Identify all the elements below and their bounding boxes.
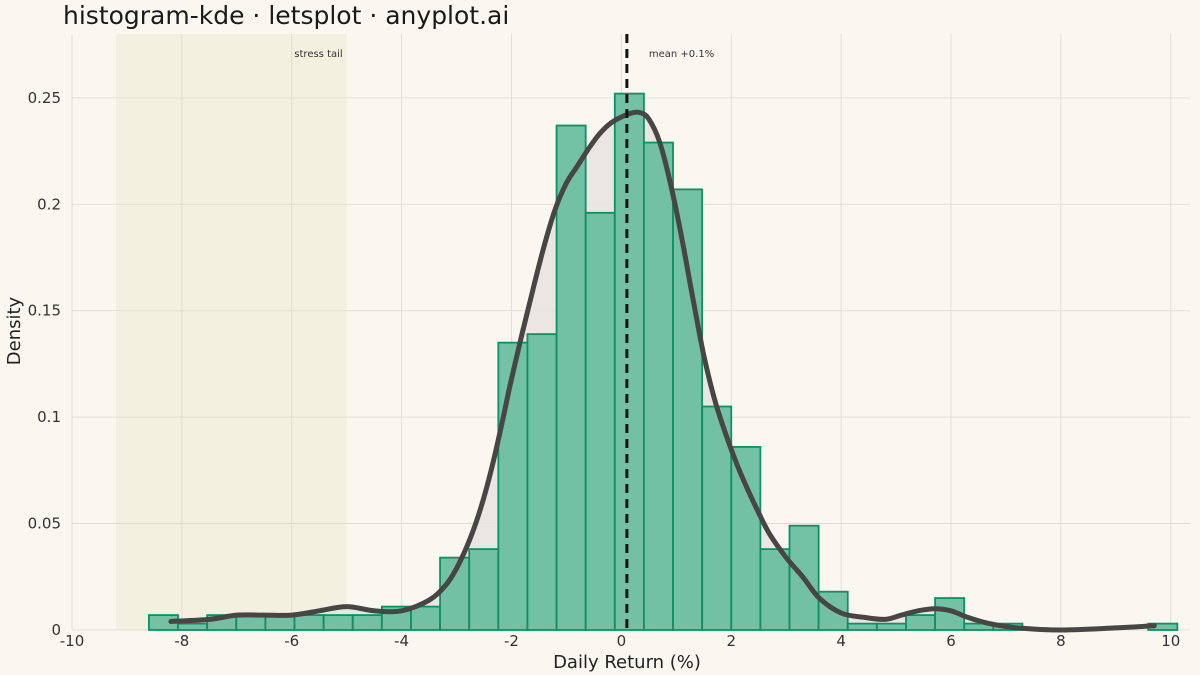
histogram-bar	[759, 548, 791, 631]
y-tick-label: 0.1	[37, 408, 61, 426]
histogram-bar	[846, 622, 878, 631]
x-tick-label: -8	[174, 632, 189, 650]
histogram-bar	[817, 590, 849, 631]
x-tick-label: 4	[836, 632, 846, 650]
histogram-bar	[322, 614, 354, 631]
histogram-bars	[148, 92, 1179, 631]
tick-labels: -10 -8 -6 -4 -2 0 2 4 6 8 10 0 0.05 0.1 0.15 0.2 0.25	[28, 89, 1181, 650]
histogram-bar	[875, 622, 907, 631]
mean-line-layer: mean +0.1%	[625, 34, 714, 630]
histogram-bar	[643, 141, 674, 631]
histogram-bar	[555, 124, 587, 631]
histogram-bar	[351, 614, 383, 631]
histogram-bar	[905, 614, 936, 631]
histogram-bar	[613, 92, 645, 631]
x-tick-label: -4	[394, 632, 409, 650]
kde-curve	[168, 109, 1157, 633]
histogram-bar	[584, 211, 616, 631]
chart-title: histogram-kde · letsplot · anyplot.ai	[63, 1, 509, 30]
x-axis-title: Daily Return (%)	[553, 652, 701, 673]
histogram-bar	[468, 548, 500, 631]
stress-tail-label: stress tail	[294, 49, 342, 60]
histogram-bar	[526, 333, 558, 631]
x-tick-label: 8	[1056, 632, 1066, 650]
x-tick-label: 6	[946, 632, 956, 650]
stress-tail-region	[115, 34, 347, 630]
x-tick-label: -2	[504, 632, 519, 650]
histogram-bar	[672, 188, 704, 631]
y-axis-title: Density	[4, 296, 25, 365]
x-tick-label: 2	[726, 632, 736, 650]
x-tick-label: 0	[617, 632, 627, 650]
x-tick-label: 10	[1161, 632, 1180, 650]
mean-label: mean +0.1%	[649, 49, 714, 60]
histogram-bar	[730, 446, 762, 631]
x-tick-label: -6	[284, 632, 299, 650]
histogram-bar	[497, 341, 529, 631]
y-tick-label: 0	[51, 621, 61, 639]
histogram-bar	[293, 614, 325, 631]
y-tick-label: 0.05	[28, 515, 61, 533]
y-tick-label: 0.2	[37, 195, 61, 213]
x-tick-label: -10	[60, 632, 85, 650]
kde-line-layer	[168, 109, 1157, 633]
y-tick-label: 0.25	[28, 89, 61, 107]
stress-band-layer: stress tail	[115, 34, 347, 630]
y-tick-label: 0.15	[28, 302, 61, 320]
histogram-bar	[410, 605, 441, 631]
histogram-bar	[177, 622, 209, 631]
